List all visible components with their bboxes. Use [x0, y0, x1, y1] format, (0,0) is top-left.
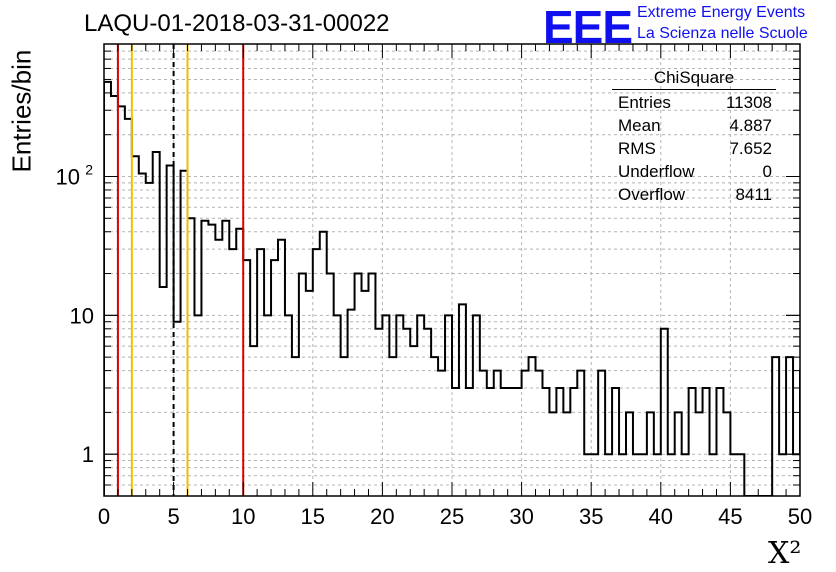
eee-logo: EEE: [543, 1, 633, 53]
x-tick-label: 35: [579, 504, 603, 529]
y-tick-label: 1: [82, 442, 94, 467]
x-tick-label: 20: [370, 504, 394, 529]
logo-line-2: La Scienza nelle Scuole: [637, 25, 808, 42]
x-tick-label: 50: [788, 504, 812, 529]
y-tick-label: 10: [70, 303, 94, 328]
stats-row-entries: Entries 11308: [618, 93, 772, 112]
x-tick-label: 25: [440, 504, 464, 529]
histogram-line: [104, 80, 800, 496]
x-tick-label: 0: [98, 504, 110, 529]
x-tick-label: 15: [301, 504, 325, 529]
y-tick-label-exponent: 2: [85, 161, 93, 177]
stats-row-rms: RMS 7.652: [618, 139, 772, 158]
logo-line-1: Extreme Energy Events: [637, 4, 806, 21]
y-axis-label: Entries/bin: [6, 49, 37, 173]
plot-title: LAQU-01-2018-03-31-00022: [84, 10, 390, 37]
stats-row-overflow: Overflow 8411: [618, 185, 772, 204]
x-tick-label: 45: [718, 504, 742, 529]
stats-row-underflow: Underflow 0: [618, 162, 772, 181]
x-axis-label: X²: [768, 536, 802, 571]
y-tick-label: 10: [56, 164, 80, 189]
stats-title: ChiSquare: [612, 68, 776, 90]
x-tick-label: 30: [509, 504, 533, 529]
x-tick-label: 40: [649, 504, 673, 529]
stats-row-mean: Mean 4.887: [618, 116, 772, 135]
x-tick-label: 10: [231, 504, 255, 529]
x-tick-label: 5: [167, 504, 179, 529]
stats-box: ChiSquare Entries 11308 Mean 4.887 RMS 7.65…: [612, 68, 776, 206]
